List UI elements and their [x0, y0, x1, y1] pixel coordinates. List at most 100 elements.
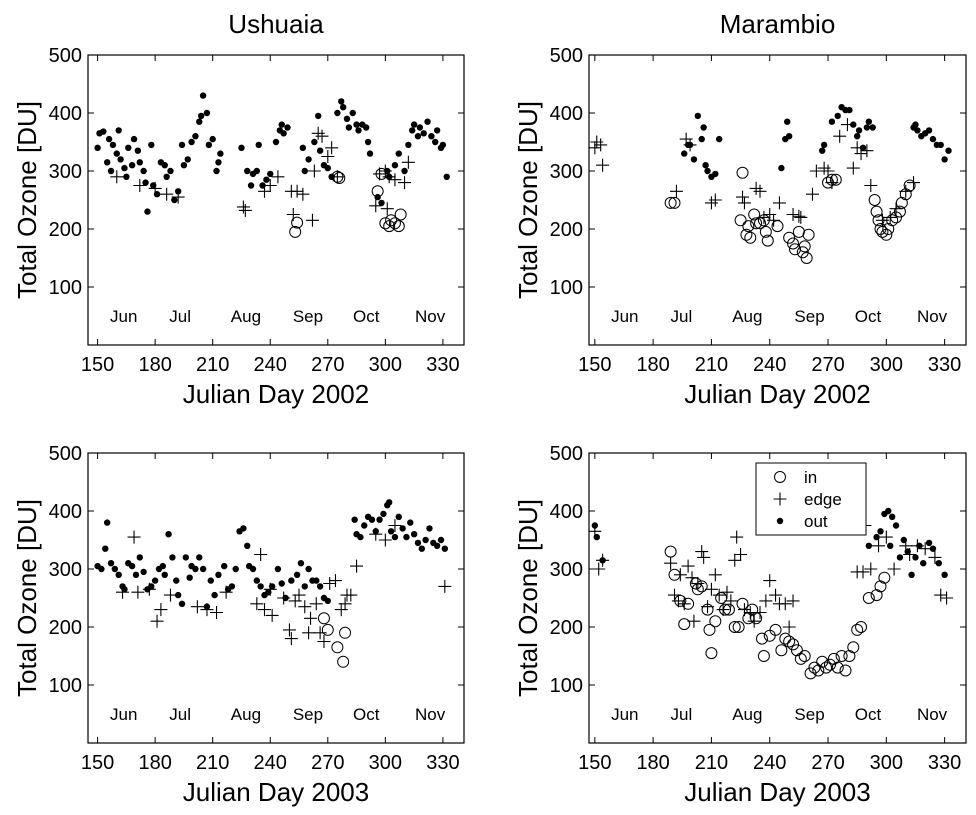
point-out — [339, 104, 347, 111]
x-tick-label: 270 — [811, 354, 844, 376]
point-out — [247, 182, 255, 189]
point-out — [311, 138, 318, 146]
point-edge — [265, 608, 279, 622]
point-out — [305, 565, 312, 573]
point-out — [272, 138, 280, 146]
point-edge — [864, 179, 878, 192]
point-edge — [691, 577, 705, 590]
point-edge — [163, 588, 177, 602]
point-out — [107, 167, 115, 175]
point-out — [784, 118, 791, 125]
point-edge — [918, 542, 932, 556]
point-edge — [292, 588, 306, 602]
point-edge — [685, 571, 699, 585]
point-edge — [254, 548, 268, 561]
point-edge — [590, 135, 604, 149]
x-tick-label: 240 — [254, 752, 287, 774]
point-edge — [778, 597, 792, 611]
point-out — [150, 182, 157, 189]
point-in — [839, 664, 852, 677]
point-edge — [380, 202, 394, 216]
point-out — [301, 167, 308, 175]
y-tick-label: 100 — [550, 277, 583, 299]
legend-label: out — [804, 512, 828, 531]
x-tick-label: 150 — [81, 354, 114, 376]
point-out — [140, 167, 147, 175]
point-out — [180, 162, 188, 169]
point-out — [94, 144, 101, 151]
plot-area — [87, 452, 465, 744]
point-out — [203, 109, 211, 117]
point-in — [317, 612, 330, 625]
point-edge — [350, 559, 364, 573]
legend-marker — [774, 471, 786, 483]
x-tick-label: 180 — [636, 354, 669, 376]
month-label: Jul — [670, 705, 692, 724]
point-out — [914, 127, 921, 134]
point-out — [107, 560, 115, 567]
point-edge — [734, 548, 748, 561]
plot-area — [588, 54, 967, 346]
point-edge — [697, 550, 711, 564]
y-axis-label: Total Ozone [DU] — [513, 499, 543, 697]
point-out — [151, 577, 159, 584]
point-out — [873, 533, 880, 541]
point-edge — [307, 164, 321, 178]
point-out — [115, 127, 122, 134]
point-out — [345, 124, 353, 131]
point-edge — [794, 210, 808, 224]
point-out — [182, 554, 190, 561]
month-label: Jun — [611, 307, 638, 326]
point-edge — [716, 603, 730, 617]
point-edge — [856, 565, 870, 579]
y-tick-label: 300 — [550, 559, 583, 581]
point-out — [217, 150, 224, 157]
point-out — [207, 577, 214, 584]
point-in — [831, 661, 844, 674]
point-out — [414, 539, 422, 547]
point-out — [828, 118, 836, 125]
point-out — [324, 597, 331, 605]
point-out — [869, 124, 876, 131]
y-tick-label: 200 — [550, 219, 583, 241]
point-out — [395, 513, 402, 520]
point-in — [855, 621, 868, 633]
point-edge — [238, 203, 252, 217]
point-out — [215, 571, 222, 578]
point-edge — [724, 594, 738, 608]
y-tick-label: 200 — [550, 617, 583, 639]
point-out — [892, 522, 900, 529]
month-label: Nov — [917, 307, 948, 326]
point-out — [328, 173, 335, 180]
point-edge — [388, 519, 402, 532]
y-axis-label: Total Ozone [DU] — [513, 101, 543, 299]
point-out — [716, 135, 723, 143]
point-out — [818, 147, 826, 154]
point-out — [896, 554, 904, 561]
point-edge — [304, 611, 318, 625]
x-tick-label: 240 — [753, 354, 786, 376]
point-edge — [325, 141, 339, 155]
point-edge — [701, 600, 715, 614]
point-out — [205, 141, 213, 149]
month-label: Jul — [169, 705, 191, 724]
point-in — [783, 635, 796, 648]
point-out — [343, 115, 351, 123]
x-axis-label: Julian Day 2003 — [684, 777, 870, 807]
month-label: Oct — [353, 307, 380, 326]
point-out — [778, 164, 785, 172]
point-in — [794, 652, 807, 665]
point-edge — [673, 568, 687, 582]
point-out — [178, 600, 186, 607]
point-out — [698, 135, 705, 143]
point-out — [199, 565, 207, 573]
point-in — [734, 214, 747, 227]
point-edge — [210, 606, 224, 619]
point-in — [843, 650, 856, 662]
point-edge — [401, 155, 415, 169]
point-out — [885, 507, 892, 515]
point-edge — [669, 184, 683, 198]
point-out — [353, 121, 360, 128]
point-out — [351, 516, 358, 523]
